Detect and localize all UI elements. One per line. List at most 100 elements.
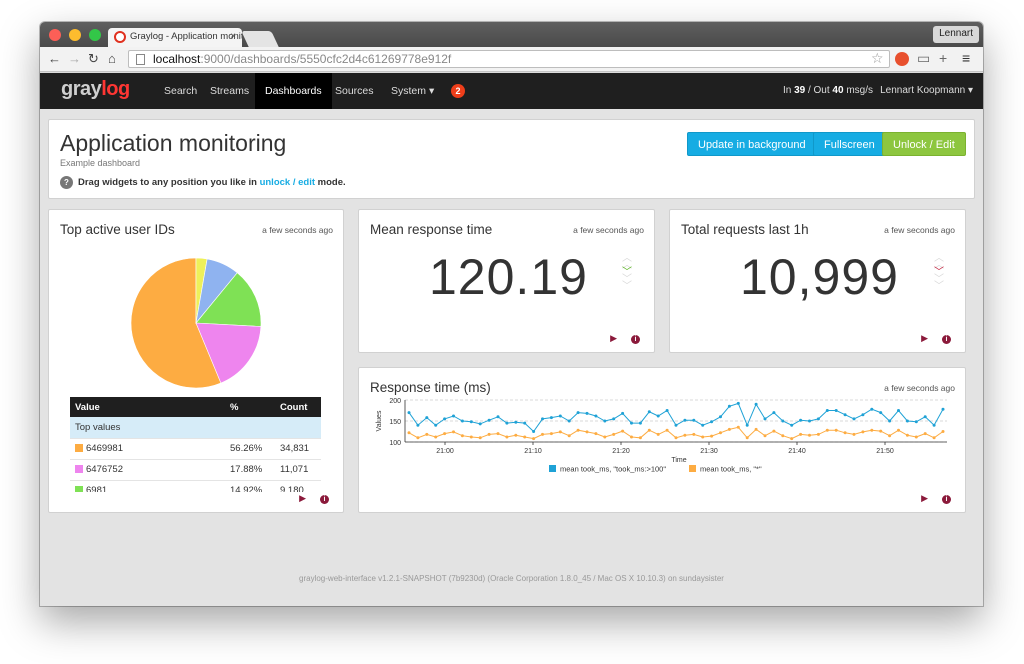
data-point xyxy=(923,432,927,436)
color-swatch xyxy=(75,444,83,452)
menu-icon[interactable]: ≡ xyxy=(962,50,971,66)
widget-mean-response[interactable]: Mean response time a few seconds ago 120… xyxy=(358,209,655,353)
extension-icon[interactable] xyxy=(895,52,909,66)
data-point xyxy=(558,430,562,434)
data-point xyxy=(834,409,838,412)
notification-badge[interactable]: 2 xyxy=(451,84,465,98)
nav-search[interactable]: Search xyxy=(164,85,198,97)
update-in-background-button[interactable]: Update in background xyxy=(687,132,817,156)
data-point xyxy=(790,423,794,427)
x-tick-label: 21:30 xyxy=(700,448,718,455)
close-window-button[interactable] xyxy=(49,29,61,41)
y-tick-label: 200 xyxy=(389,398,401,405)
data-point xyxy=(594,414,598,418)
pie-chart xyxy=(130,257,262,389)
home-icon[interactable]: ⌂ xyxy=(108,51,116,66)
info-icon[interactable]: i xyxy=(320,495,329,504)
value-cell: 6469981 xyxy=(70,438,225,460)
tab-close-icon[interactable]: × xyxy=(230,31,236,42)
data-point xyxy=(843,413,847,417)
unlock-edit-link[interactable]: unlock / edit xyxy=(259,177,316,189)
info-icon[interactable]: i xyxy=(631,335,640,344)
widget-timestamp: a few seconds ago xyxy=(884,225,955,235)
data-point xyxy=(879,429,883,433)
widget-top-users[interactable]: Top active user IDs a few seconds ago Va… xyxy=(48,209,344,513)
nav-system[interactable]: System ▾ xyxy=(381,73,444,109)
minimize-window-button[interactable] xyxy=(69,29,81,41)
data-point xyxy=(736,401,740,405)
nav-sources[interactable]: Sources xyxy=(335,85,374,97)
data-point xyxy=(621,429,625,433)
data-point xyxy=(816,417,820,421)
data-point xyxy=(523,421,527,425)
nav-dashboards[interactable]: Dashboards xyxy=(255,73,332,109)
widget-total-requests[interactable]: Total requests last 1h a few seconds ago… xyxy=(669,209,966,353)
browser-window: Graylog - Application monit × Lennart ← … xyxy=(40,22,983,606)
replay-search-icon[interactable]: ▶ xyxy=(299,493,306,503)
page-subtitle: Example dashboard xyxy=(60,158,141,168)
data-point xyxy=(496,432,500,436)
data-point xyxy=(808,433,811,437)
data-point xyxy=(825,428,829,432)
replay-search-icon[interactable]: ▶ xyxy=(921,493,928,503)
cast-icon[interactable]: ▭ xyxy=(917,50,931,66)
replay-search-icon[interactable]: ▶ xyxy=(610,333,617,343)
user-menu[interactable]: Lennart Koopmann ▾ xyxy=(880,85,973,96)
data-point xyxy=(585,430,589,434)
back-icon[interactable]: ← xyxy=(48,51,61,66)
widget-response-time-chart[interactable]: Response time (ms) a few seconds ago 100… xyxy=(358,367,966,513)
reload-icon[interactable]: ↻ xyxy=(88,51,99,66)
url-path: :9000/dashboards/5550cfc2d4c61269778e912… xyxy=(200,52,452,66)
table-row: 6476752 17.88% 11,071 xyxy=(70,459,321,481)
data-point xyxy=(727,427,731,431)
data-point xyxy=(425,416,429,420)
widget-footer: ▶ i xyxy=(299,493,329,504)
data-point xyxy=(745,436,749,440)
profile-button[interactable]: Lennart xyxy=(933,26,979,43)
plus-icon[interactable]: + xyxy=(939,50,948,66)
data-point xyxy=(630,435,633,439)
widget-footer: ▶ i xyxy=(921,493,951,504)
nav-system-label: System xyxy=(391,85,427,97)
replay-search-icon[interactable]: ▶ xyxy=(921,333,928,343)
big-number: 120.19 xyxy=(429,249,588,305)
info-icon[interactable]: i xyxy=(942,335,951,344)
unlock-edit-button[interactable]: Unlock / Edit xyxy=(882,132,966,156)
data-point xyxy=(514,433,518,437)
data-point xyxy=(683,433,687,437)
throughput-in: 39 xyxy=(794,85,806,96)
data-point xyxy=(870,428,874,432)
data-point xyxy=(941,407,945,411)
data-point xyxy=(852,432,856,436)
data-point xyxy=(754,427,758,431)
widget-timestamp: a few seconds ago xyxy=(262,225,333,235)
nav-streams[interactable]: Streams xyxy=(210,85,250,97)
count-cell: 9,180 xyxy=(275,480,321,492)
hint-suffix: mode. xyxy=(315,177,346,189)
widget-title: Mean response time xyxy=(370,222,493,237)
forward-icon[interactable]: → xyxy=(68,51,81,66)
data-point xyxy=(834,428,838,432)
trend-down-icon: ︿ ︿ ﹀ ﹀ ﹀ xyxy=(622,253,632,292)
value-text: 6981 xyxy=(86,485,108,492)
data-point xyxy=(576,428,580,432)
value-cell: 6476752 xyxy=(70,459,225,481)
fullscreen-button[interactable]: Fullscreen xyxy=(813,132,886,156)
maximize-window-button[interactable] xyxy=(89,29,101,41)
color-swatch xyxy=(75,465,83,473)
info-icon[interactable]: i xyxy=(942,495,951,504)
legend-swatch xyxy=(689,465,696,472)
data-point xyxy=(612,432,616,436)
bookmark-star-icon[interactable]: ☆ xyxy=(871,50,884,66)
data-point xyxy=(799,432,803,436)
new-tab-button[interactable] xyxy=(241,31,279,47)
url-host: localhost xyxy=(153,52,201,66)
graylog-logo[interactable]: graylog xyxy=(61,78,130,101)
data-point xyxy=(914,435,918,439)
data-point xyxy=(941,430,945,433)
browser-tab[interactable]: Graylog - Application monit × xyxy=(108,28,242,47)
throughput-suffix: msg/s xyxy=(843,85,873,96)
data-point xyxy=(772,429,776,433)
address-bar[interactable]: localhost:9000/dashboards/5550cfc2d4c612… xyxy=(128,50,890,68)
dashboard-content: Application monitoring Example dashboard… xyxy=(40,109,983,606)
